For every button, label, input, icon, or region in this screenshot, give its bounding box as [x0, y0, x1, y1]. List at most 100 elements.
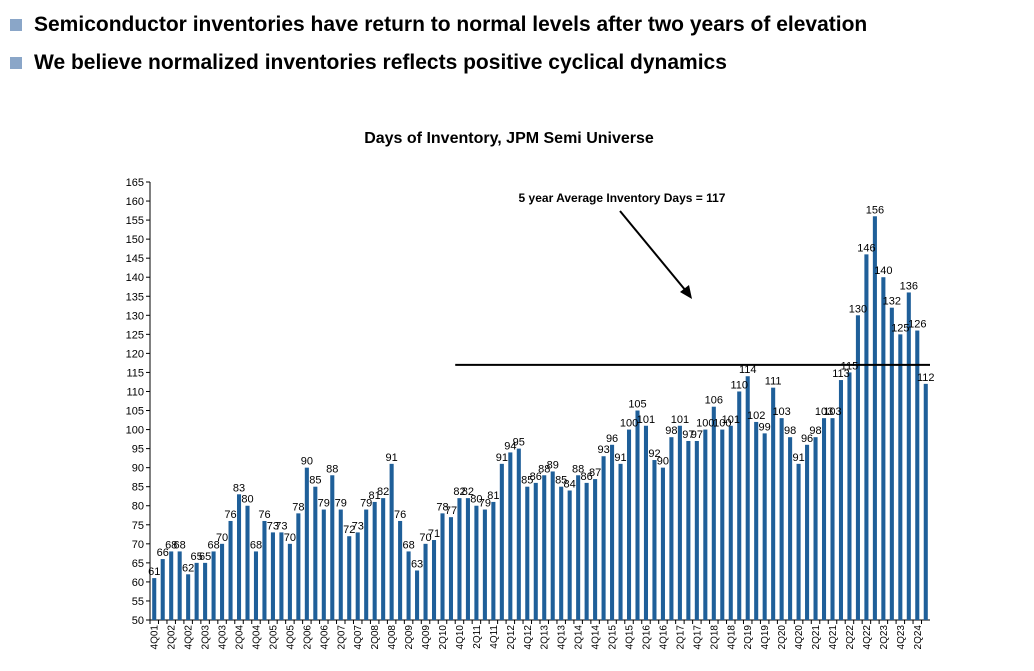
- bar: [728, 425, 733, 620]
- data-label: 105: [628, 399, 646, 411]
- bar: [720, 429, 725, 620]
- y-tick-label: 115: [126, 367, 144, 379]
- x-axis: 4Q01 2Q02 4Q02 2Q03 4Q03 2Q04 4Q04 2Q05 4Q05 2Q06…: [149, 619, 930, 650]
- data-label: 68: [207, 539, 219, 551]
- y-tick-label: 50: [132, 615, 144, 627]
- data-label: 106: [705, 395, 723, 407]
- y-tick-label: 140: [126, 272, 144, 284]
- y-tick-label: 130: [126, 310, 144, 322]
- data-label: 81: [369, 490, 381, 502]
- x-tick-label: 2Q21: [811, 625, 822, 650]
- data-label: 62: [182, 562, 194, 574]
- bar: [830, 418, 835, 620]
- bullet-list: Semiconductor inventories have return to…: [10, 6, 1020, 82]
- bar: [660, 467, 665, 620]
- y-tick-label: 150: [126, 234, 144, 246]
- bar: [516, 448, 521, 620]
- x-tick-label: 2Q13: [540, 625, 551, 650]
- bar: [431, 540, 437, 620]
- bar: [211, 551, 216, 620]
- data-label: 83: [233, 482, 245, 494]
- data-label: 79: [335, 498, 347, 510]
- x-tick-label: 2Q05: [268, 625, 279, 650]
- bar: [330, 475, 335, 620]
- bar: [228, 520, 233, 620]
- data-label: 80: [470, 494, 482, 506]
- bar: [788, 437, 793, 620]
- bar: [779, 418, 784, 620]
- bar: [482, 509, 487, 620]
- data-label: 79: [479, 498, 491, 510]
- bar: [338, 509, 343, 620]
- x-tick-label: 4Q02: [184, 625, 195, 650]
- data-label: 63: [411, 558, 423, 570]
- bullet-square-icon: [10, 19, 22, 31]
- bar: [245, 505, 250, 620]
- bar: [194, 562, 199, 620]
- data-label: 89: [547, 459, 559, 471]
- data-label: 100: [713, 418, 731, 430]
- bar: [686, 440, 691, 620]
- data-label: 125: [891, 322, 909, 334]
- data-label: 82: [377, 486, 389, 498]
- bar: [567, 490, 572, 620]
- bars: [152, 216, 928, 620]
- x-tick-label: 2Q20: [777, 625, 788, 650]
- x-tick-label: 2Q16: [641, 625, 652, 650]
- data-label: 88: [538, 463, 550, 475]
- data-label: 100: [620, 418, 638, 430]
- data-label: 98: [784, 425, 796, 437]
- annotation-text: 5 year Average Inventory Days = 117: [519, 191, 726, 205]
- data-label: 85: [555, 475, 567, 487]
- data-label: 79: [360, 498, 372, 510]
- x-tick-label: 4Q11: [489, 625, 500, 649]
- bar: [635, 410, 640, 620]
- bar: [855, 315, 860, 620]
- y-tick-label: 160: [126, 196, 144, 208]
- x-tick-label: 2Q24: [913, 625, 924, 650]
- bar: [186, 574, 191, 620]
- bar: [805, 444, 810, 620]
- data-label: 90: [657, 456, 669, 468]
- data-label: 156: [866, 204, 884, 216]
- data-label: 96: [801, 433, 813, 445]
- bar: [347, 536, 352, 620]
- bar: [499, 463, 504, 620]
- data-label: 68: [165, 539, 177, 551]
- x-tick-label: 2Q08: [370, 625, 381, 650]
- y-tick-label: 70: [132, 539, 144, 551]
- bar: [440, 513, 445, 620]
- bar: [169, 551, 174, 620]
- data-label: 82: [462, 486, 474, 498]
- data-label: 101: [637, 414, 655, 426]
- data-label: 111: [765, 376, 782, 388]
- data-label: 84: [564, 479, 576, 491]
- data-label: 81: [487, 490, 499, 502]
- x-tick-label: 2Q02: [167, 625, 178, 650]
- x-tick-label: 2Q03: [201, 625, 212, 650]
- y-tick-label: 110: [126, 386, 144, 398]
- bullet-item: Semiconductor inventories have return to…: [10, 6, 1020, 44]
- data-label: 92: [648, 448, 660, 460]
- data-label: 136: [900, 280, 918, 292]
- data-label: 71: [428, 528, 440, 540]
- y-tick-label: 60: [132, 577, 144, 589]
- bar: [754, 421, 759, 620]
- data-label: 85: [521, 475, 533, 487]
- x-tick-label: 4Q22: [862, 625, 873, 650]
- x-tick-label: 4Q03: [218, 625, 229, 650]
- bar: [287, 543, 292, 620]
- x-tick-label: 4Q04: [251, 625, 262, 650]
- x-tick-label: 4Q10: [455, 625, 466, 650]
- bar: [898, 334, 903, 620]
- data-label: 73: [352, 520, 364, 532]
- annotation: 5 year Average Inventory Days = 117: [519, 191, 726, 299]
- bar: [745, 376, 750, 620]
- bar: [355, 532, 360, 620]
- x-tick-label: 2Q19: [743, 625, 754, 650]
- y-tick-label: 85: [132, 482, 144, 494]
- data-label: 98: [809, 425, 821, 437]
- bar: [694, 440, 699, 620]
- x-tick-label: 4Q05: [285, 625, 296, 650]
